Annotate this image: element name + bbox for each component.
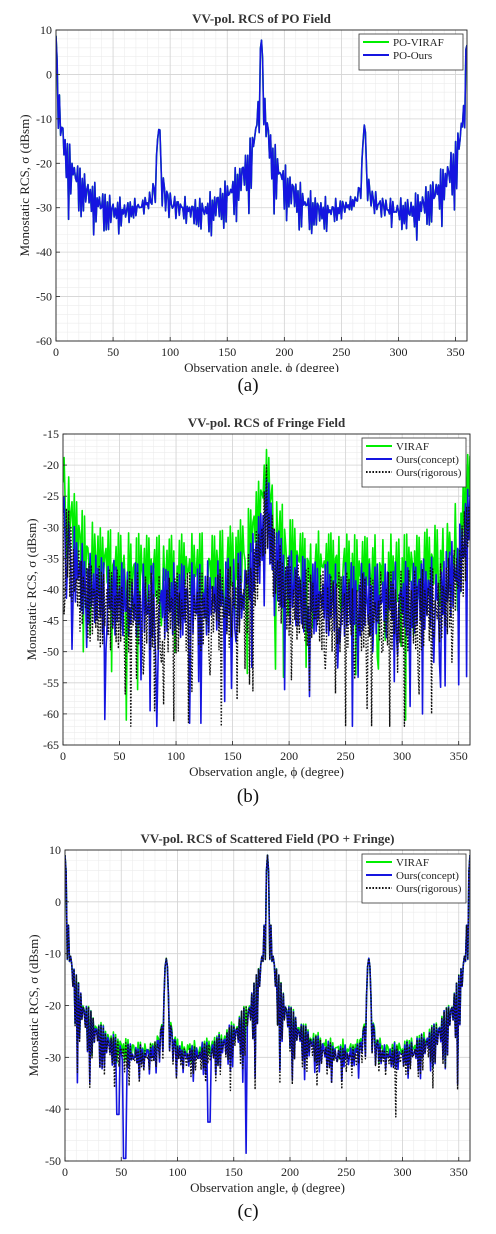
- y-tick-label: -50: [45, 1154, 61, 1168]
- chart-panel-a: VV-pol. RCS of PO Field 0 50 100 150 200 250 30…: [0, 0, 496, 405]
- y-tick-label: -25: [43, 489, 59, 503]
- chart-a-axes-box: [55, 29, 468, 342]
- y-tick-label: -30: [43, 520, 59, 534]
- legend-label: Ours(concept): [396, 870, 459, 882]
- y-tick-label: -10: [36, 112, 52, 126]
- y-tick-label: -55: [43, 676, 59, 690]
- x-tick-label: 300: [390, 345, 408, 359]
- y-tick-label: 10: [49, 843, 61, 857]
- chart-b-svg: VV-pol. RCS of Fringe Field 0 50 100 150 200 2…: [24, 415, 471, 779]
- chart-panel-b: VV-pol. RCS of Fringe Field 0 50 100 150 200 2…: [0, 408, 496, 816]
- chart-c-title: VV-pol. RCS of Scattered Field (PO + Fri…: [141, 831, 395, 846]
- chart-a-x-axis-label: Observation angle, ϕ (degree): [184, 360, 339, 372]
- legend-label: PO-VIRAF: [393, 37, 444, 49]
- y-tick-label: 10: [40, 23, 52, 37]
- x-tick-label: 150: [218, 345, 236, 359]
- legend-label: Ours(rigorous): [396, 883, 462, 895]
- x-tick-label: 350: [450, 749, 468, 763]
- caption-c: (c): [237, 1201, 259, 1222]
- y-tick-label: -60: [43, 707, 59, 721]
- x-tick-label: 200: [280, 749, 298, 763]
- x-tick-label: 0: [62, 1165, 68, 1179]
- chart-a-series-group: [56, 35, 467, 241]
- y-tick-label: -30: [45, 1050, 61, 1064]
- legend-label: VIRAF: [396, 441, 429, 453]
- chart-c-x-axis-label: Observation angle, ϕ (degree): [190, 1180, 345, 1195]
- series-line-viraf: [63, 448, 470, 721]
- x-tick-label: 150: [225, 1165, 243, 1179]
- y-tick-label: -40: [36, 245, 52, 259]
- x-tick-label: 300: [393, 749, 411, 763]
- y-tick-label: -45: [43, 614, 59, 628]
- x-tick-label: 50: [107, 345, 119, 359]
- y-tick-label: -40: [43, 583, 59, 597]
- x-tick-label: 300: [394, 1165, 412, 1179]
- x-tick-label: 200: [281, 1165, 299, 1179]
- y-tick-label: -60: [36, 334, 52, 348]
- series-line-ours-rigorous-: [65, 854, 470, 1118]
- y-tick-label: -10: [45, 947, 61, 961]
- legend-label: PO-Ours: [393, 50, 432, 62]
- chart-b-y-axis-label: Monostatic RCS, σ (dBsm): [24, 518, 39, 660]
- y-tick-label: 0: [46, 67, 52, 81]
- y-tick-label: -35: [43, 551, 59, 565]
- x-tick-label: 350: [450, 1165, 468, 1179]
- x-tick-label: 250: [337, 1165, 355, 1179]
- y-tick-label: -50: [43, 645, 59, 659]
- chart-c-series-group: [65, 854, 470, 1160]
- x-tick-label: 100: [167, 749, 185, 763]
- chart-c-svg: VV-pol. RCS of Scattered Field (PO + Fri…: [26, 831, 471, 1195]
- chart-a-y-axis-label: Monostatic RCS, σ (dBsm): [17, 114, 32, 256]
- y-tick-label: -20: [43, 458, 59, 472]
- y-tick-label: -40: [45, 1102, 61, 1116]
- series-line-ours-rigorous-: [63, 464, 470, 727]
- chart-c-y-axis-label: Monostatic RCS, σ (dBsm): [26, 934, 41, 1076]
- x-tick-label: 0: [60, 749, 66, 763]
- y-tick-label: -20: [45, 999, 61, 1013]
- series-line-po-ours: [56, 35, 467, 241]
- x-tick-label: 50: [114, 749, 126, 763]
- x-tick-label: 50: [115, 1165, 127, 1179]
- y-tick-label: -65: [43, 738, 59, 752]
- chart-b-title: VV-pol. RCS of Fringe Field: [188, 415, 346, 430]
- y-tick-label: -30: [36, 201, 52, 215]
- legend-label: Ours(rigorous): [396, 467, 462, 479]
- y-tick-label: -15: [43, 427, 59, 441]
- y-tick-label: 0: [55, 895, 61, 909]
- caption-b: (b): [236, 786, 260, 807]
- caption-a: (a): [237, 375, 259, 396]
- x-tick-label: 100: [169, 1165, 187, 1179]
- chart-a-title: VV-pol. RCS of PO Field: [192, 11, 332, 26]
- legend-box: [358, 33, 464, 71]
- legend-label: VIRAF: [396, 857, 429, 869]
- y-tick-label: -20: [36, 156, 52, 170]
- x-tick-label: 250: [337, 749, 355, 763]
- x-tick-label: 100: [161, 345, 179, 359]
- y-tick-label: -50: [36, 290, 52, 304]
- chart-b-series-group: [63, 448, 470, 728]
- legend-label: Ours(concept): [396, 454, 459, 466]
- x-tick-label: 0: [53, 345, 59, 359]
- chart-panel-c: VV-pol. RCS of Scattered Field (PO + Fri…: [0, 818, 496, 1234]
- chart-b-x-axis-label: Observation angle, ϕ (degree): [189, 764, 344, 779]
- x-tick-label: 250: [332, 345, 350, 359]
- x-tick-label: 150: [224, 749, 242, 763]
- x-tick-label: 200: [275, 345, 293, 359]
- x-tick-label: 350: [447, 345, 465, 359]
